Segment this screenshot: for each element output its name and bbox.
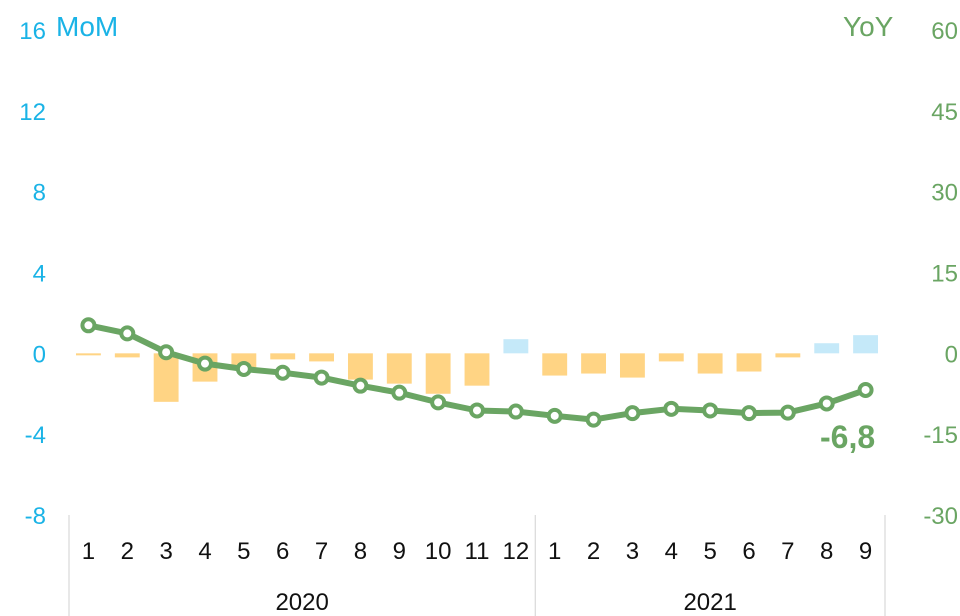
- month-tick-label: 2: [121, 538, 134, 565]
- month-tick-label: 1: [82, 538, 95, 565]
- month-tick-label: 3: [159, 538, 172, 565]
- year-label: 2021: [683, 589, 736, 616]
- right-tick-label: 30: [931, 180, 958, 207]
- yoy-point: [585, 411, 602, 428]
- month-tick-label: 8: [354, 538, 367, 565]
- yoy-point: [663, 400, 680, 417]
- left-tick-label: -8: [25, 503, 46, 530]
- yoy-point: [197, 355, 213, 372]
- mom-bar: [153, 353, 179, 402]
- right-tick-label: 0: [945, 341, 958, 368]
- mom-bar: [347, 353, 373, 380]
- right-tick-label: 15: [931, 261, 958, 288]
- month-tick-label: 2: [587, 538, 600, 565]
- yoy-point: [741, 405, 757, 422]
- yoy-point: [158, 344, 175, 361]
- left-axis-ticks: -8 -4 0 4 8 12 16: [19, 18, 46, 530]
- mom-bar: [697, 353, 723, 374]
- left-tick-label: 8: [33, 180, 46, 207]
- mom-bar: [464, 353, 490, 386]
- yoy-point: [624, 405, 641, 422]
- month-tick-label: 8: [820, 538, 833, 565]
- month-tick-label: 5: [237, 538, 250, 565]
- yoy-point: [507, 403, 524, 420]
- mom-bar: [814, 343, 840, 354]
- month-tick-label: 10: [425, 538, 452, 565]
- mom-bar: [425, 353, 451, 394]
- month-tick-label: 1: [548, 538, 561, 565]
- month-tick-label: 9: [859, 538, 872, 565]
- yoy-point: [352, 377, 369, 394]
- mom-bar: [581, 353, 607, 374]
- mom-bar: [386, 353, 412, 384]
- yoy-point: [313, 369, 330, 386]
- month-tick-label: 7: [781, 538, 794, 565]
- mom-bar: [503, 339, 529, 354]
- month-tick-label: 9: [393, 538, 406, 565]
- month-tick-label: 6: [742, 538, 755, 565]
- yoy-line-series: [80, 317, 874, 428]
- month-tick-label: 12: [503, 538, 530, 565]
- month-tick-label: 6: [276, 538, 289, 565]
- yoy-point: [119, 325, 136, 342]
- yoy-point: [857, 381, 874, 398]
- month-tick-label: 5: [703, 538, 716, 565]
- yoy-point: [235, 360, 252, 377]
- yoy-point: [779, 404, 796, 421]
- month-tick-label: 7: [315, 538, 328, 565]
- mom-bar: [114, 353, 140, 358]
- left-tick-label: 16: [19, 18, 46, 45]
- yoy-point: [80, 317, 97, 334]
- mom-bar: [658, 353, 684, 362]
- yoy-point: [469, 402, 485, 419]
- mom-bar: [270, 353, 296, 360]
- mom-bar: [736, 353, 762, 372]
- left-tick-label: 4: [33, 261, 46, 288]
- mom-bar: [309, 353, 335, 362]
- right-axis-title: YoY: [843, 11, 894, 42]
- left-tick-label: -4: [25, 422, 46, 449]
- yoy-point: [274, 364, 291, 381]
- month-tick-label: 4: [665, 538, 678, 565]
- right-axis-ticks: -30 -15 0 15 30 45 60: [923, 18, 958, 530]
- left-tick-label: 12: [19, 99, 46, 126]
- month-tick-label: 3: [626, 538, 639, 565]
- left-axis-title: MoM: [56, 11, 118, 42]
- yoy-point: [702, 402, 719, 419]
- mom-bar: [542, 353, 568, 376]
- mom-bar: [853, 335, 879, 354]
- mom-bars: [75, 335, 879, 402]
- mom-bar: [619, 353, 645, 378]
- yoy-point: [430, 394, 447, 411]
- yoy-point: [818, 395, 835, 412]
- yoy-point: [546, 407, 563, 424]
- right-tick-label: -30: [923, 503, 958, 530]
- yoy-last-value-label: -6,8: [820, 419, 875, 455]
- right-tick-label: 45: [931, 99, 958, 126]
- mom-bar: [75, 353, 101, 356]
- yoy-point: [391, 384, 408, 401]
- right-tick-label: -15: [923, 422, 958, 449]
- left-tick-label: 0: [33, 341, 46, 368]
- right-tick-label: 60: [931, 18, 958, 45]
- year-label: 2020: [275, 589, 328, 616]
- month-tick-label: 4: [198, 538, 211, 565]
- mom-bar: [775, 353, 801, 358]
- month-tick-label: 11: [465, 538, 490, 565]
